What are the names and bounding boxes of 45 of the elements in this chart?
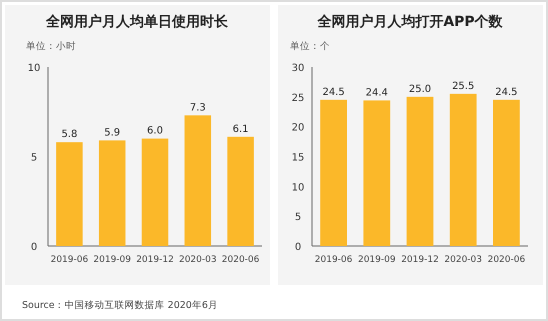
data-label: 6.1 [232,124,249,135]
bar [142,138,168,246]
x-tick-label: 2019-06 [50,255,88,265]
x-tick-label: 2020-03 [444,255,482,265]
bar [184,115,212,246]
y-tick-label: 25 [292,92,304,104]
bar [450,94,477,246]
x-tick-label: 2019-12 [136,255,174,265]
data-label: 24.5 [495,86,518,98]
data-label: 25.5 [452,80,474,92]
bar [98,140,126,246]
data-label: 24.4 [366,87,388,98]
x-tick-label: 2019-09 [358,255,396,265]
bar [406,96,434,246]
bar [363,100,390,246]
y-axis-title: 单位：个 [290,40,330,52]
data-label: 7.3 [190,102,206,114]
source-note: Source：中国移动互联网数据库 2020年6月 [22,299,218,311]
data-label: 25.0 [408,84,432,95]
y-tick-label: 5 [30,152,38,164]
x-tick-label: 2020-06 [488,255,526,265]
data-label: 6.0 [147,126,163,137]
y-tick-label: 10 [28,63,40,74]
x-tick-label: 2020-03 [178,255,217,265]
y-tick-label: 5 [294,212,302,224]
chart-title: 全网用户月人均打开APP个数 [316,13,504,30]
x-tick-label: 2019-06 [314,255,353,265]
data-label: 5.9 [104,127,120,138]
chart-title: 全网用户月人均单日使用时长 [45,13,229,30]
y-tick-label: 0 [294,242,302,253]
bar [320,100,347,246]
y-tick-label: 0 [30,242,38,253]
bar [493,100,520,246]
data-label: 5.8 [61,129,78,140]
bar [56,142,83,246]
bar [227,136,254,246]
y-tick-label: 10 [292,182,304,194]
y-axis-title: 单位：小时 [26,40,76,52]
x-tick-label: 2019-09 [93,255,132,265]
y-tick-label: 15 [292,152,304,164]
y-tick-label: 30 [292,63,304,74]
x-tick-label: 2019-12 [401,255,439,265]
data-label: 24.5 [322,86,345,98]
y-tick-label: 20 [292,122,304,134]
x-tick-label: 2020-06 [222,255,260,265]
